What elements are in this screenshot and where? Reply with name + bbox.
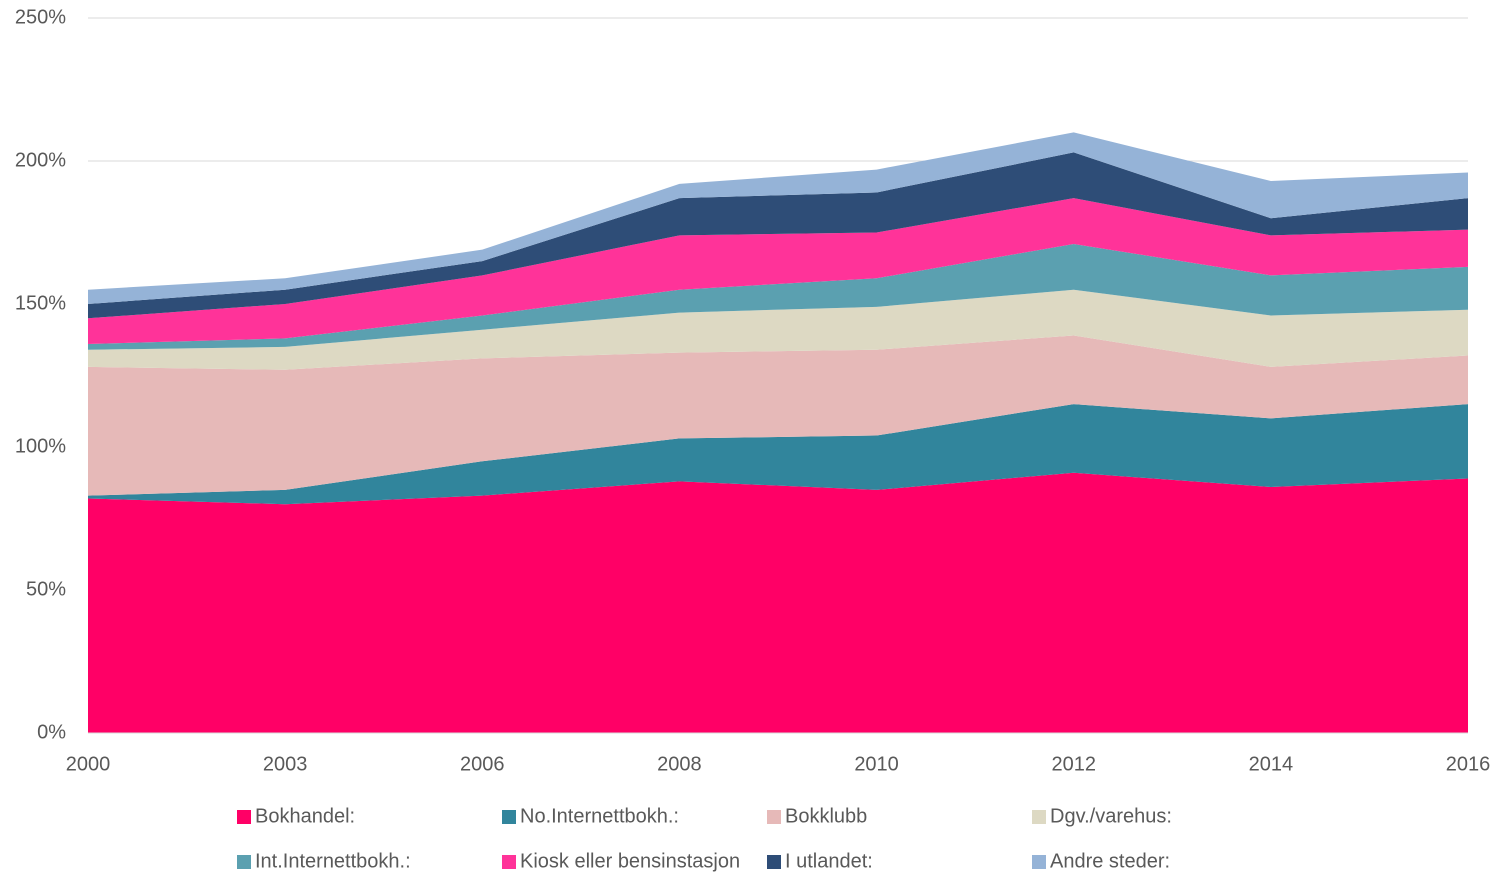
legend-label: Int.Internettbokh.: <box>255 850 411 872</box>
x-tick-label: 2000 <box>66 753 111 775</box>
y-tick-label: 250% <box>15 6 66 28</box>
legend-swatch <box>1032 810 1046 824</box>
legend-label: Dgv./varehus: <box>1050 805 1172 827</box>
x-tick-label: 2014 <box>1249 753 1294 775</box>
legend-swatch <box>502 855 516 869</box>
legend-label: Andre steder: <box>1050 850 1170 872</box>
y-tick-label: 150% <box>15 292 66 314</box>
area <box>88 404 1468 505</box>
x-tick-label: 2016 <box>1446 753 1491 775</box>
area <box>88 132 1468 304</box>
x-tick-label: 2010 <box>854 753 899 775</box>
legend-swatch <box>1032 855 1046 869</box>
legend-label: I utlandet: <box>785 850 873 872</box>
x-tick-label: 2003 <box>263 753 308 775</box>
legend-label: Bokhandel: <box>255 805 355 827</box>
legend-label: Bokklubb <box>785 805 867 827</box>
legend-label: No.Internettbokh.: <box>520 805 679 827</box>
legend-swatch <box>767 810 781 824</box>
legend-swatch <box>767 855 781 869</box>
y-tick-label: 50% <box>26 578 66 600</box>
y-tick-label: 200% <box>15 149 66 171</box>
x-tick-label: 2012 <box>1051 753 1096 775</box>
area <box>88 152 1468 319</box>
legend-swatch <box>502 810 516 824</box>
area <box>88 243 1468 350</box>
y-tick-label: 100% <box>15 435 66 457</box>
area <box>88 335 1468 496</box>
area <box>88 472 1468 733</box>
x-tick-label: 2008 <box>657 753 702 775</box>
x-tick-label: 2006 <box>460 753 505 775</box>
area <box>88 289 1468 370</box>
legend-swatch <box>237 810 251 824</box>
y-tick-label: 0% <box>37 721 66 743</box>
legend-label: Kiosk eller bensinstasjon <box>520 850 740 872</box>
legend-swatch <box>237 855 251 869</box>
area <box>88 198 1468 345</box>
